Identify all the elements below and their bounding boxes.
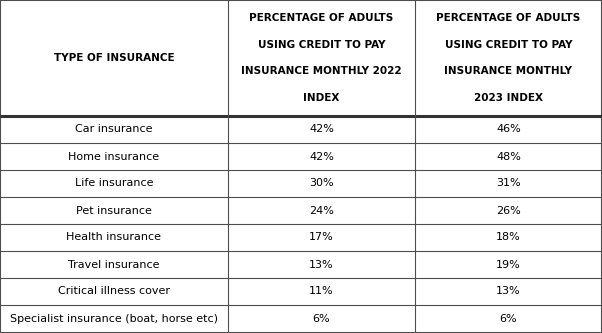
Text: 42%: 42% [309,152,334,162]
Text: PERCENTAGE OF ADULTS

USING CREDIT TO PAY

INSURANCE MONTHLY 2022

INDEX: PERCENTAGE OF ADULTS USING CREDIT TO PAY… [241,13,402,103]
Text: 13%: 13% [496,286,521,296]
Text: 19%: 19% [496,259,521,269]
Text: 30%: 30% [309,178,334,188]
Text: TYPE OF INSURANCE: TYPE OF INSURANCE [54,53,175,63]
Text: Specialist insurance (boat, horse etc): Specialist insurance (boat, horse etc) [10,313,218,323]
Text: 6%: 6% [500,313,517,323]
Text: 11%: 11% [309,286,334,296]
Text: 18%: 18% [496,232,521,242]
Text: 46%: 46% [496,125,521,135]
Text: Car insurance: Car insurance [75,125,153,135]
Text: Home insurance: Home insurance [69,152,160,162]
Text: 48%: 48% [496,152,521,162]
Text: Critical illness cover: Critical illness cover [58,286,170,296]
Text: 42%: 42% [309,125,334,135]
Text: 24%: 24% [309,205,334,215]
Text: Travel insurance: Travel insurance [68,259,160,269]
Text: Health insurance: Health insurance [66,232,161,242]
Text: PERCENTAGE OF ADULTS

USING CREDIT TO PAY

INSURANCE MONTHLY

2023 INDEX: PERCENTAGE OF ADULTS USING CREDIT TO PAY… [436,13,580,103]
Text: 6%: 6% [312,313,330,323]
Text: 31%: 31% [496,178,521,188]
Text: 17%: 17% [309,232,334,242]
Text: 26%: 26% [496,205,521,215]
Text: Pet insurance: Pet insurance [76,205,152,215]
Text: Life insurance: Life insurance [75,178,154,188]
Text: 13%: 13% [309,259,334,269]
